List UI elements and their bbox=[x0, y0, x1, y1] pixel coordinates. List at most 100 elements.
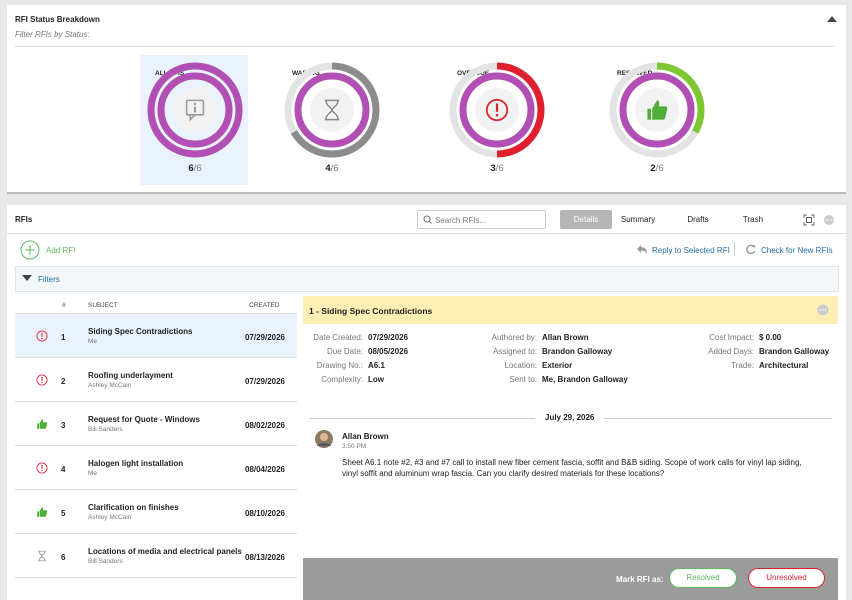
count: 2 bbox=[650, 163, 656, 174]
comment-time: 3:50 PM bbox=[342, 443, 367, 450]
icon-part bbox=[193, 102, 197, 106]
reply-icon bbox=[637, 245, 647, 254]
field-value: Low bbox=[368, 375, 384, 384]
divider bbox=[15, 46, 834, 47]
table-row[interactable]: 5 Clarification on finishes Ashley McCain 0… bbox=[15, 490, 297, 534]
icon-part bbox=[41, 381, 43, 384]
column-header: CREATED bbox=[249, 302, 280, 309]
detail-footer: Mark RFI as: Resolved Unresolved bbox=[303, 558, 838, 600]
row-number: 1 bbox=[61, 333, 66, 342]
status-icon bbox=[647, 100, 668, 120]
comment-text: Sheet A6.1 note #2, #3 and #7 call to in… bbox=[342, 458, 802, 478]
table-row[interactable]: 3 Request for Quote - Windows Bill Sanders… bbox=[15, 402, 297, 446]
field-value: Brandon Galloway bbox=[759, 347, 830, 356]
field-value: Me, Brandon Galloway bbox=[542, 375, 628, 384]
status-icon bbox=[36, 330, 48, 342]
separator: / bbox=[495, 163, 499, 174]
status-icon bbox=[36, 462, 48, 474]
icon-part bbox=[41, 376, 43, 381]
icon-part bbox=[36, 462, 48, 474]
row-number: 3 bbox=[61, 421, 66, 430]
status-icon bbox=[324, 99, 340, 121]
card-fraction: 4/6 bbox=[302, 163, 362, 174]
tab[interactable]: Trash bbox=[742, 215, 764, 224]
field-value: Brandon Galloway bbox=[542, 347, 613, 356]
row-created: 08/13/2026 bbox=[244, 553, 285, 562]
reply-button[interactable]: Reply to Selected RFI bbox=[652, 246, 730, 255]
tab[interactable]: Drafts bbox=[687, 215, 709, 224]
total: 6 bbox=[498, 163, 504, 174]
tab[interactable]: Details bbox=[560, 210, 612, 229]
row-number: 2 bbox=[61, 377, 66, 386]
total: 6 bbox=[658, 163, 664, 174]
count-arc bbox=[656, 62, 705, 134]
divider bbox=[7, 233, 846, 234]
rfi-panel: RFIs Search RFIs... Details Summary Drafts… bbox=[7, 205, 846, 600]
comment-author: Allan Brown bbox=[342, 432, 389, 441]
icon-part bbox=[41, 332, 43, 337]
row-subject: Request for Quote - Windows bbox=[88, 415, 200, 424]
detail-panel: 1 - Siding Spec Contradictions Date Crea… bbox=[303, 296, 838, 600]
count-arc bbox=[496, 62, 545, 158]
icon-part bbox=[36, 330, 48, 342]
count-arc bbox=[147, 62, 243, 158]
table-row[interactable]: 6 Locations of media and electrical panel… bbox=[15, 534, 297, 578]
total-ring bbox=[294, 72, 370, 148]
field-label: Cost Impact: bbox=[709, 333, 754, 342]
date-divider: July 29, 2026 bbox=[535, 413, 605, 422]
field-label: Drawing No.: bbox=[316, 361, 363, 370]
icon-part bbox=[41, 337, 43, 340]
more-icon[interactable] bbox=[817, 304, 829, 316]
field-value: Allan Brown bbox=[542, 333, 589, 342]
icon-part bbox=[41, 469, 43, 472]
table-row[interactable]: 1 Siding Spec Contradictions Me 07/29/2026 bbox=[15, 314, 297, 358]
avatar bbox=[315, 430, 333, 448]
row-author: Bill Sanders bbox=[88, 558, 123, 565]
donut[interactable] bbox=[607, 60, 707, 160]
filters-bar[interactable]: Filters bbox=[15, 266, 839, 292]
resolved-button[interactable]: Resolved bbox=[669, 568, 737, 588]
field-label: Due Date: bbox=[326, 347, 363, 356]
field-label: Authored by: bbox=[491, 333, 537, 342]
divider bbox=[734, 242, 735, 256]
row-number: 4 bbox=[61, 465, 66, 474]
row-number: 5 bbox=[61, 509, 66, 518]
table-row[interactable]: 2 Roofing underlayment Ashley McCain 07/29/… bbox=[15, 358, 297, 402]
field-value: 07/29/2026 bbox=[368, 333, 409, 342]
field-label: Location: bbox=[504, 361, 537, 370]
detail-header: 1 - Siding Spec Contradictions bbox=[303, 296, 838, 324]
icon-part bbox=[647, 100, 668, 120]
field-label: Complexity: bbox=[321, 375, 363, 384]
icon-part bbox=[36, 374, 48, 386]
row-created: 08/04/2026 bbox=[244, 465, 285, 474]
row-subject: Roofing underlayment bbox=[88, 371, 173, 380]
check-button[interactable]: Check for New RFIs bbox=[761, 246, 833, 255]
row-created: 07/29/2026 bbox=[244, 333, 285, 342]
count-arc bbox=[290, 62, 380, 158]
tab[interactable]: Summary bbox=[620, 215, 656, 224]
count: 6 bbox=[188, 163, 194, 174]
unresolved-button[interactable]: Unresolved bbox=[748, 568, 825, 588]
icon-part bbox=[495, 103, 499, 112]
field-label: Sent to: bbox=[509, 375, 537, 384]
search-box[interactable]: Search RFIs... bbox=[417, 210, 546, 229]
field-label: Added Days: bbox=[708, 347, 754, 356]
icon-part bbox=[38, 550, 46, 562]
divider bbox=[15, 313, 297, 314]
filters-caret bbox=[22, 275, 32, 281]
icon-part bbox=[495, 113, 499, 117]
row-author: Bill Sanders bbox=[88, 426, 123, 433]
add-button[interactable]: Add RFI bbox=[46, 246, 76, 255]
icon-part bbox=[194, 106, 196, 113]
panel-title: RFI Status Breakdown bbox=[15, 15, 100, 24]
row-created: 07/29/2026 bbox=[244, 377, 285, 386]
panel-title: RFIs bbox=[15, 215, 33, 224]
table-row[interactable]: 4 Halogen light installation Me 08/04/2026 bbox=[15, 446, 297, 490]
refresh-icon bbox=[746, 244, 756, 255]
separator: / bbox=[193, 163, 197, 174]
column-header: # bbox=[62, 302, 66, 309]
window-icons[interactable] bbox=[803, 214, 835, 226]
add-icon[interactable] bbox=[20, 240, 40, 260]
total: 6 bbox=[196, 163, 202, 174]
collapse-toggle[interactable] bbox=[826, 15, 838, 23]
